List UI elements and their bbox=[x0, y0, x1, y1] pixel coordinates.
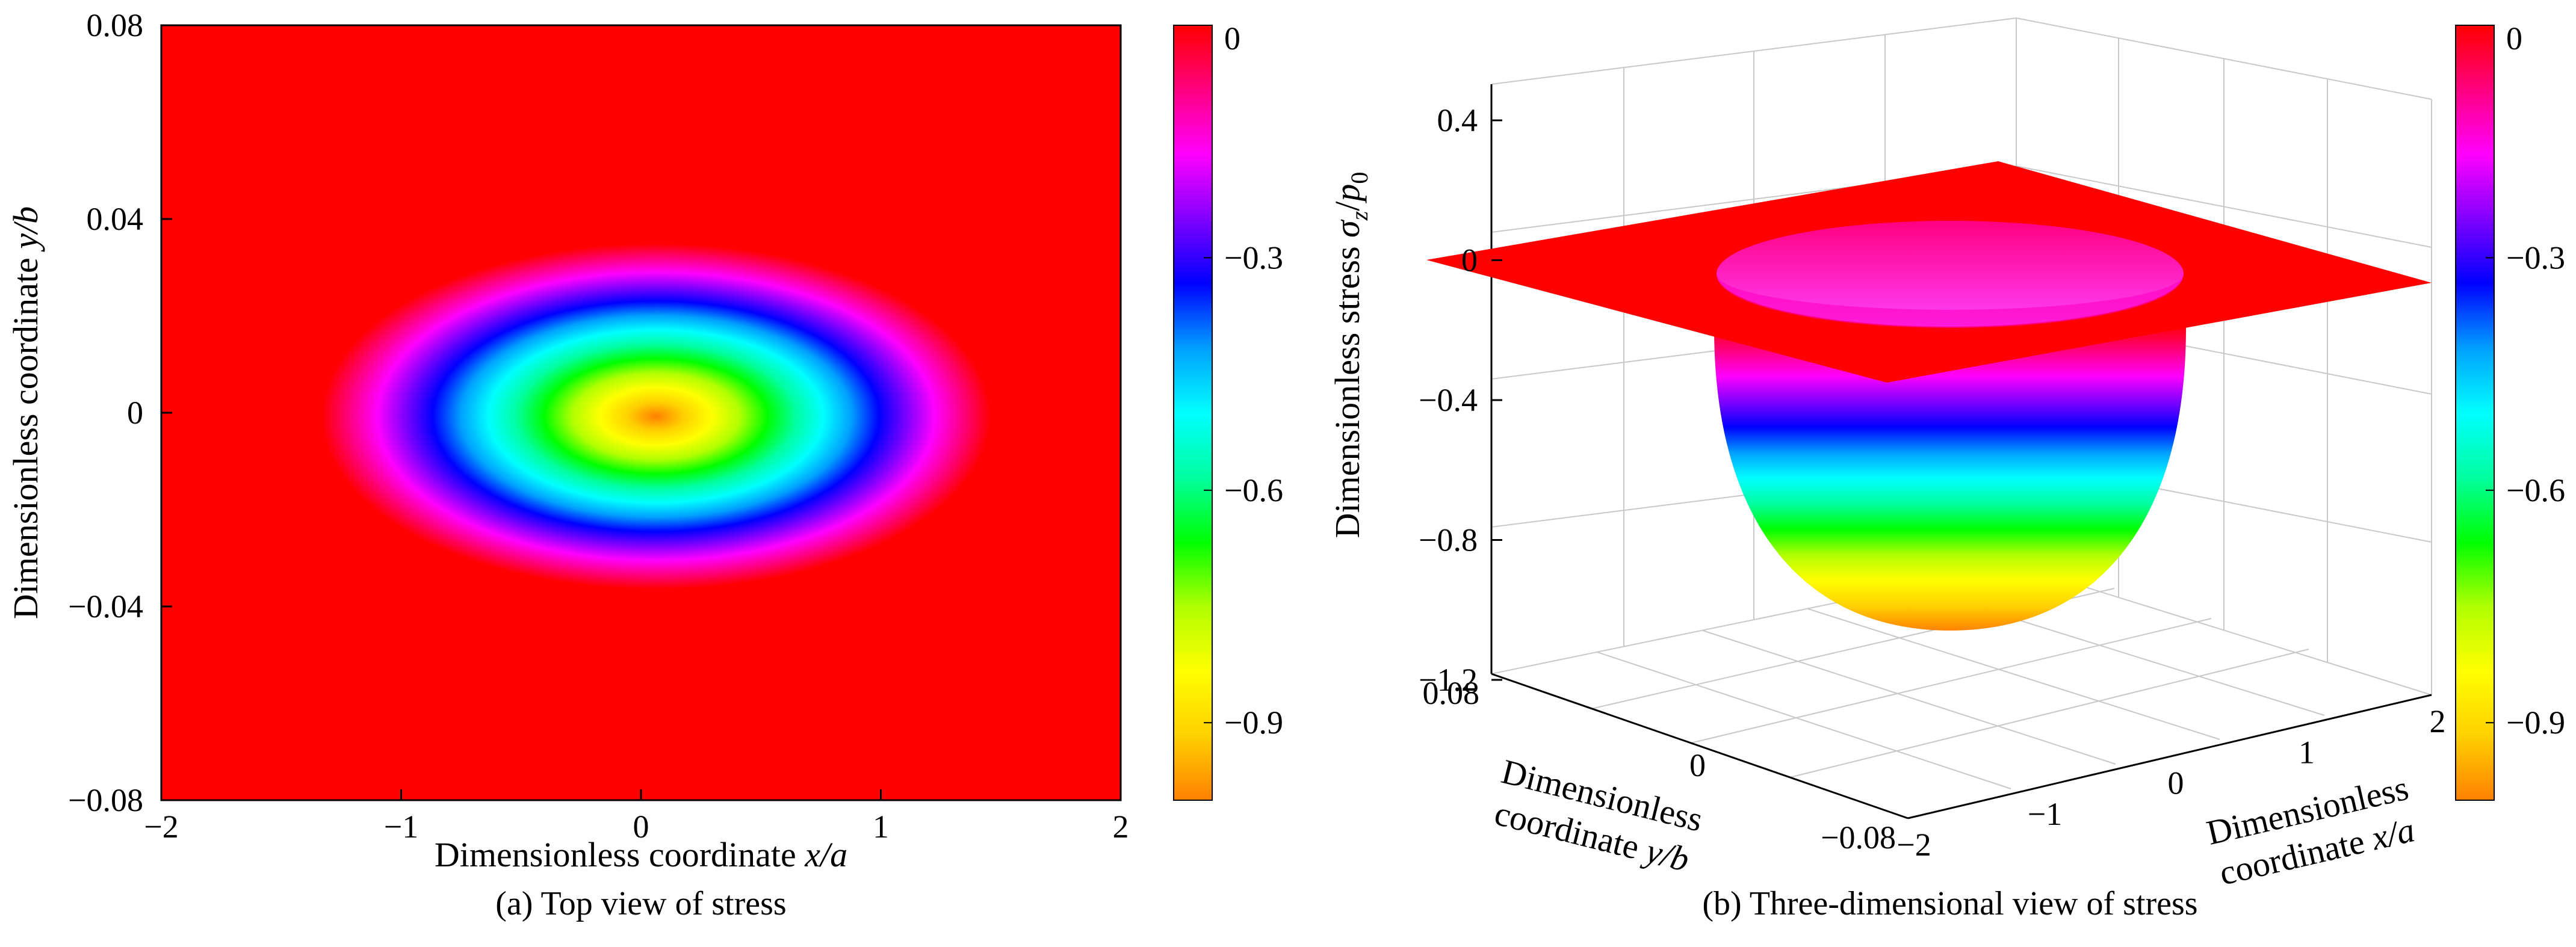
contact-opening bbox=[1717, 221, 2184, 327]
panel-a-ticks: −2 −1 0 1 2 −0.08 −0.04 0 0.04 0.08 bbox=[68, 7, 1129, 845]
colorbar-tick-label: 0 bbox=[2506, 20, 2522, 57]
colorbar-tick-label: −0.9 bbox=[2506, 705, 2565, 741]
panel-b-ztick-label: 0 bbox=[1461, 242, 1478, 279]
panel-a-caption: (a) Top view of stress bbox=[495, 885, 786, 922]
colorbar-tick-label: −0.6 bbox=[1224, 472, 1283, 508]
panel-a-ytick-label: −0.04 bbox=[68, 588, 143, 625]
panel-b-ytick-label: 0.08 bbox=[1423, 675, 1480, 711]
panel-a-ytick-label: 0.04 bbox=[87, 201, 144, 237]
panel-b-axes bbox=[1490, 84, 2432, 819]
xlabel-var: x/a bbox=[804, 835, 847, 874]
panel-b-xtick-label: 1 bbox=[2299, 734, 2315, 770]
panel-a-xtick-label: 1 bbox=[873, 809, 889, 845]
zlabel-p-sub: 0 bbox=[1346, 172, 1373, 184]
ylabel-var: y/b bbox=[6, 206, 45, 252]
stress-bowl bbox=[1714, 328, 2186, 631]
panel-a-xtick-label: −1 bbox=[384, 809, 418, 845]
zlabel-sigma-sub: z bbox=[1346, 211, 1373, 221]
colorbar-b-ticks: 0 −0.3 −0.6 −0.9 bbox=[2486, 20, 2565, 741]
colorbar-tick-label: −0.9 bbox=[1224, 705, 1283, 741]
panel-b-xtick-label: −1 bbox=[2028, 796, 2062, 832]
panel-b-ztick-label: 0.4 bbox=[1437, 102, 1478, 138]
panel-a-ytick-label: −0.08 bbox=[68, 782, 143, 818]
panel-b-caption: (b) Three-dimensional view of stress bbox=[1702, 885, 2197, 922]
colorbar-tick-label: −0.6 bbox=[2506, 472, 2565, 508]
panel-a-xlabel: Dimensionless coordinate x/a bbox=[435, 835, 847, 874]
colorbar-b-bar bbox=[2455, 25, 2495, 801]
panel-b-ticks: 0.4 0 −0.4 −0.8 −1.20.08 0 −0.08 −2 −1 0 1 2 bbox=[1419, 102, 2445, 863]
y-axis-line bbox=[1491, 673, 1909, 819]
colorbar-a-bar bbox=[1173, 25, 1213, 801]
panel-b-xtick-label: 0 bbox=[2168, 765, 2184, 801]
panel-b-ztick-label: −0.8 bbox=[1419, 522, 1478, 558]
colorbar-tick-label: 0 bbox=[1224, 20, 1240, 57]
xlabel-b-var: x/a bbox=[2367, 810, 2418, 857]
panel-b-ztick-label: −1.2 bbox=[1419, 662, 1478, 698]
colorbar-tick-label: −0.3 bbox=[1224, 239, 1283, 276]
panel-b-xtick-label: 2 bbox=[2430, 703, 2446, 739]
colorbar-a: 0 −0.3 −0.6 −0.9 bbox=[1173, 20, 1283, 801]
zlabel-slash: / bbox=[1328, 201, 1367, 211]
panel-b-ytick-label: 0 bbox=[1689, 747, 1706, 783]
zlabel-p: p bbox=[1328, 184, 1367, 204]
panel-b-ytick-label: −0.08 bbox=[1821, 819, 1896, 856]
panel-a-top-view: −2 −1 0 1 2 −0.08 −0.04 0 0.04 0.08 Dimensionless… bbox=[6, 7, 1129, 922]
panel-a-ylabel: Dimensionless coordinate y/b bbox=[6, 206, 45, 619]
opening-shading bbox=[1717, 274, 2184, 328]
panel-a-xtick-label: 2 bbox=[1113, 809, 1129, 845]
x-axis-line bbox=[1907, 694, 2432, 819]
contact-ellipse bbox=[296, 230, 1016, 602]
panel-a-ytick-label: 0 bbox=[127, 395, 143, 431]
colorbar-a-ticks: 0 −0.3 −0.6 −0.9 bbox=[1204, 20, 1283, 741]
panel-b-xlabel: Dimensionless coordinate x/a bbox=[2203, 768, 2418, 893]
panel-a-xtick-label: −2 bbox=[144, 809, 178, 845]
panel-b-xtick-label: −2 bbox=[1896, 827, 1931, 863]
panel-a-xtick-label: 0 bbox=[633, 809, 649, 845]
panel-b-zlabel: Dimensionless stress σz/p0 bbox=[1328, 172, 1373, 538]
colorbar-tick-label: −0.3 bbox=[2506, 239, 2565, 276]
panel-b-ylabel: Dimensionless coordinate y/b bbox=[1491, 751, 1707, 879]
panel-a-ytick-label: 0.08 bbox=[87, 7, 144, 43]
zlabel-sigma: σ bbox=[1328, 219, 1367, 238]
panel-b-3d-view: 0.4 0 −0.4 −0.8 −1.20.08 0 −0.08 −2 −1 0 1 2 Dimens… bbox=[1328, 17, 2446, 922]
colorbar-b: 0 −0.3 −0.6 −0.9 bbox=[2455, 20, 2565, 801]
panel-b-ztick-label: −0.4 bbox=[1419, 382, 1478, 418]
